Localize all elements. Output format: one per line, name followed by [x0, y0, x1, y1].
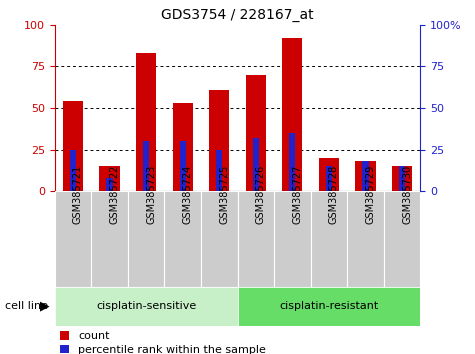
Bar [253, 138, 259, 191]
Bar [55, 287, 238, 326]
Text: GSM385725: GSM385725 [219, 164, 229, 224]
Bar [164, 191, 201, 287]
Text: GSM385728: GSM385728 [329, 164, 339, 224]
Bar [63, 101, 83, 191]
Text: GSM385721: GSM385721 [73, 164, 83, 224]
Bar [399, 166, 405, 191]
Text: GSM385722: GSM385722 [109, 164, 120, 224]
Text: cisplatin-sensitive: cisplatin-sensitive [96, 301, 196, 311]
Bar [201, 191, 238, 287]
Bar [246, 75, 266, 191]
Bar [289, 133, 295, 191]
Bar [311, 191, 347, 287]
Bar [319, 158, 339, 191]
Bar [70, 149, 76, 191]
Text: cell line: cell line [5, 301, 48, 311]
Bar [274, 191, 311, 287]
Text: GSM385724: GSM385724 [182, 164, 193, 224]
Bar [136, 53, 156, 191]
Text: GSM385726: GSM385726 [256, 164, 266, 224]
Bar [128, 191, 164, 287]
Bar [172, 103, 193, 191]
Text: GSM385729: GSM385729 [366, 164, 376, 224]
Text: GSM385727: GSM385727 [293, 164, 303, 224]
Bar [362, 161, 369, 191]
Text: GSM385730: GSM385730 [402, 165, 412, 224]
Bar [355, 161, 376, 191]
Bar [106, 178, 113, 191]
Bar [216, 149, 222, 191]
Bar [238, 191, 274, 287]
Bar [91, 191, 128, 287]
Text: ▶: ▶ [40, 300, 50, 313]
Text: cisplatin-resistant: cisplatin-resistant [279, 301, 379, 311]
Bar [180, 141, 186, 191]
Bar [238, 287, 420, 326]
Legend: count, percentile rank within the sample: count, percentile rank within the sample [60, 331, 266, 354]
Bar [143, 141, 149, 191]
Bar [392, 166, 412, 191]
Bar [282, 38, 303, 191]
Bar [384, 191, 420, 287]
Bar [55, 191, 91, 287]
Bar [326, 166, 332, 191]
Text: GSM385723: GSM385723 [146, 164, 156, 224]
Title: GDS3754 / 228167_at: GDS3754 / 228167_at [161, 8, 314, 22]
Bar [99, 166, 120, 191]
Bar [209, 90, 229, 191]
Bar [347, 191, 384, 287]
